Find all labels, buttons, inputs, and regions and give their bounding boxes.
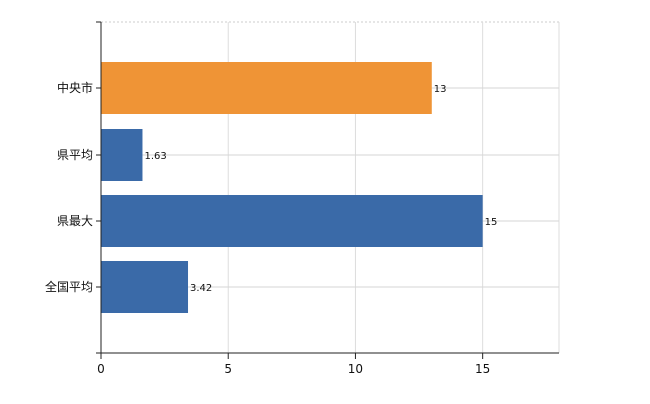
x-tick-label: 5 [224, 362, 232, 376]
data-label: 15 [485, 217, 498, 228]
y-tick-label: 県平均 [57, 148, 93, 162]
data-label: 3.42 [190, 283, 212, 294]
x-tick-label: 10 [348, 362, 363, 376]
y-tick-label: 全国平均 [45, 279, 93, 294]
bar [101, 62, 432, 114]
data-label: 13 [434, 84, 447, 95]
x-tick-label: 0 [97, 362, 105, 376]
bars [101, 62, 483, 313]
bar [101, 129, 143, 181]
bar [101, 195, 483, 247]
y-tick-label: 中央市 [57, 80, 93, 95]
data-label: 1.63 [144, 151, 166, 162]
y-tick-label: 県最大 [57, 214, 93, 228]
x-tick-label: 15 [475, 362, 490, 376]
axes [96, 21, 559, 359]
bar [101, 261, 189, 313]
